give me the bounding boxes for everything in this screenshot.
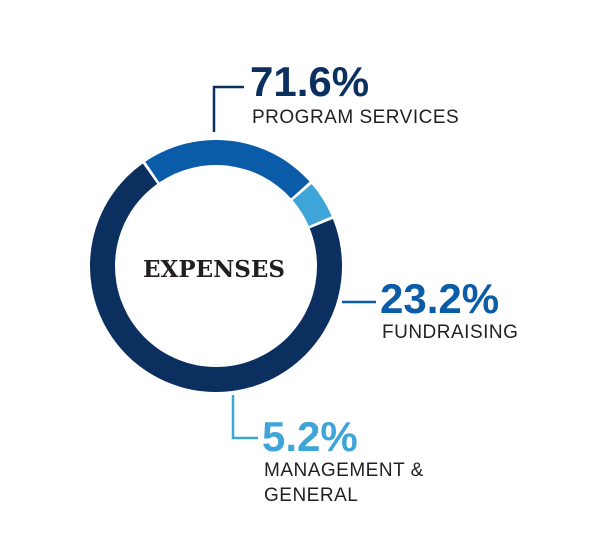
category-label-fundraising: FUNDRAISING [382, 322, 518, 343]
leader-lines [212, 85, 376, 440]
value-label-management-general: 5.2% [262, 413, 358, 460]
leader-line-management-general [231, 395, 258, 440]
leader-line-program-services [212, 85, 244, 132]
donut-slices [90, 140, 342, 393]
chart-title: EXPENSES [143, 256, 285, 283]
category-label-management-general-line-2: GENERAL [264, 485, 358, 506]
category-label-management-general-line-1: MANAGEMENT & [264, 460, 424, 481]
slice-labels: 71.6%PROGRAM SERVICES 23.2%FUNDRAISING 5.2… [250, 58, 518, 506]
value-label-fundraising: 23.2% [380, 275, 499, 322]
slice-management-general [292, 183, 332, 227]
value-label-program-services: 71.6% [250, 58, 369, 105]
category-label-program-services: PROGRAM SERVICES [252, 107, 459, 128]
slice-fundraising [145, 140, 310, 199]
